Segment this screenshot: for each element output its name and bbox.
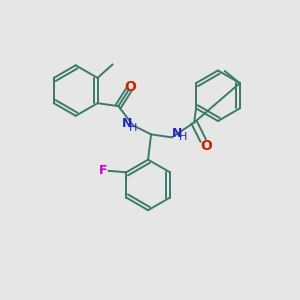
Text: O: O bbox=[124, 80, 136, 94]
Text: O: O bbox=[200, 139, 212, 153]
Text: N: N bbox=[122, 117, 132, 130]
Text: H: H bbox=[128, 123, 137, 133]
Text: F: F bbox=[99, 164, 107, 177]
Text: N: N bbox=[172, 127, 182, 140]
Text: H: H bbox=[179, 132, 188, 142]
